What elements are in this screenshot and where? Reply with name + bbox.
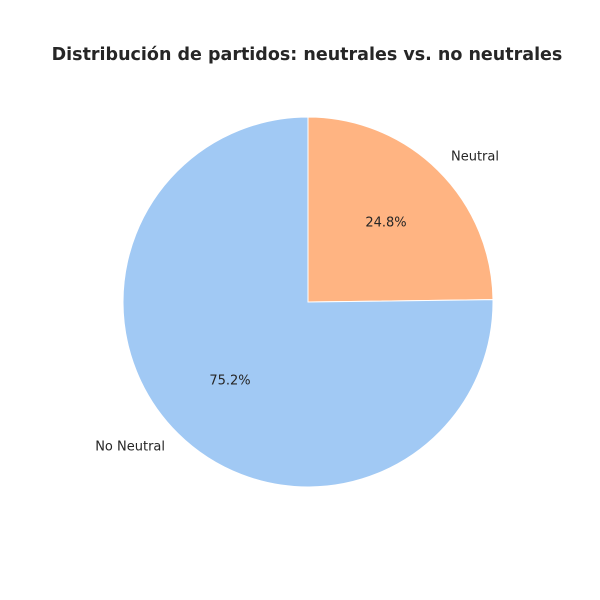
percent-label-no-neutral: 75.2% [209, 373, 250, 388]
pie-slice-no-neutral [122, 116, 494, 488]
chart-title: Distribución de partidos: neutrales vs. … [51, 45, 563, 65]
pie-slice-neutral [307, 116, 494, 303]
slice-label-neutral: Neutral [451, 150, 499, 165]
slice-label-no-neutral: No Neutral [95, 439, 165, 454]
percent-label-neutral: 24.8% [365, 216, 406, 231]
